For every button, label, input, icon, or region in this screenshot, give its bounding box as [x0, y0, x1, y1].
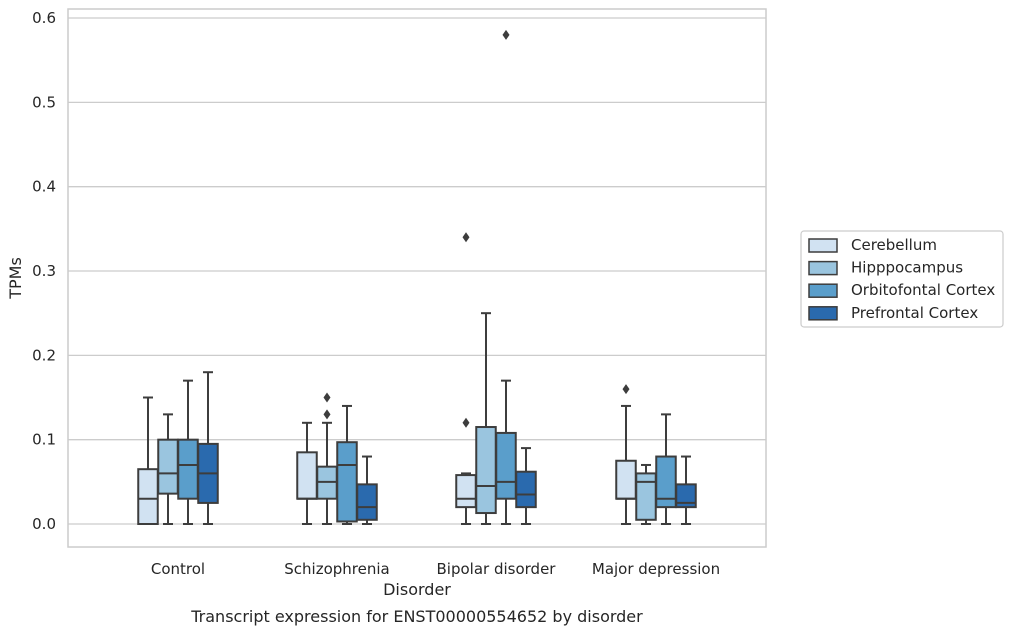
- box-iqr: [177, 438, 199, 500]
- y-tick-label: 0.4: [32, 178, 56, 196]
- legend-label: Orbitofontal Cortex: [851, 281, 995, 299]
- y-tick-label: 0.1: [32, 431, 56, 449]
- outlier-point: [323, 409, 331, 420]
- box-iqr: [356, 483, 378, 521]
- x-tick-label: Schizophrenia: [284, 560, 389, 578]
- box-hipppocampus: [316, 392, 338, 525]
- box-iqr: [615, 459, 637, 500]
- box-iqr: [635, 472, 657, 521]
- y-tick-label: 0.6: [32, 9, 56, 27]
- box-orbitofontal-cortex: [495, 29, 517, 525]
- box-iqr: [455, 474, 477, 509]
- legend: Cerebellum Hipppocampus Orbitofontal Corte…: [800, 230, 1004, 328]
- box-prefrontal-cortex: [197, 371, 219, 525]
- box-iqr: [675, 483, 697, 509]
- legend-label: Prefrontal Cortex: [851, 304, 978, 322]
- outlier-point: [502, 29, 510, 40]
- y-tick-label: 0.2: [32, 346, 56, 364]
- legend-swatch: [808, 260, 838, 276]
- x-tick-label: Control: [151, 560, 205, 578]
- x-tick-label: Bipolar disorder: [437, 560, 557, 578]
- legend-frame: [800, 230, 1004, 328]
- box-hipppocampus: [635, 463, 657, 525]
- outlier-point: [323, 392, 331, 403]
- box-iqr: [515, 470, 537, 509]
- box-prefrontal-cortex: [675, 455, 697, 525]
- box-orbitofontal-cortex: [655, 413, 677, 525]
- outlier-point: [462, 232, 470, 243]
- box-prefrontal-cortex: [356, 455, 378, 525]
- box-cerebellum: [615, 384, 637, 525]
- box-cerebellum: [137, 396, 159, 525]
- box-iqr: [475, 426, 497, 515]
- outlier-point: [622, 384, 630, 395]
- y-axis-title: TPMs: [6, 257, 25, 300]
- box-prefrontal-cortex: [515, 447, 537, 525]
- box-iqr: [157, 438, 179, 495]
- x-tick-labels: Control Schizophrenia Bipolar disorder Majo…: [151, 560, 720, 578]
- y-tick-label: 0.0: [32, 515, 56, 533]
- box-iqr: [655, 455, 677, 509]
- legend-swatch: [808, 306, 838, 321]
- box-iqr: [336, 441, 358, 523]
- legend-swatch: [808, 283, 838, 298]
- legend-label: Hipppocampus: [851, 259, 963, 277]
- y-tick-label: 0.5: [32, 93, 56, 111]
- y-tick-label: 0.3: [32, 262, 56, 280]
- x-axis-title: Disorder: [383, 580, 451, 599]
- x-tick-label: Major depression: [592, 560, 720, 578]
- chart-caption: Transcript expression for ENST0000055465…: [190, 607, 643, 626]
- legend-label: Cerebellum: [851, 236, 937, 254]
- box-iqr: [495, 431, 517, 500]
- box-iqr: [296, 451, 318, 500]
- box-orbitofontal-cortex: [336, 404, 358, 525]
- box-series: [137, 29, 697, 525]
- box-hipppocampus: [475, 312, 497, 525]
- legend-swatch: [808, 238, 838, 253]
- outlier-point: [462, 417, 470, 428]
- box-iqr: [137, 468, 159, 525]
- y-tick-labels: 0.0 0.1 0.2 0.3 0.4 0.5 0.6: [32, 9, 56, 533]
